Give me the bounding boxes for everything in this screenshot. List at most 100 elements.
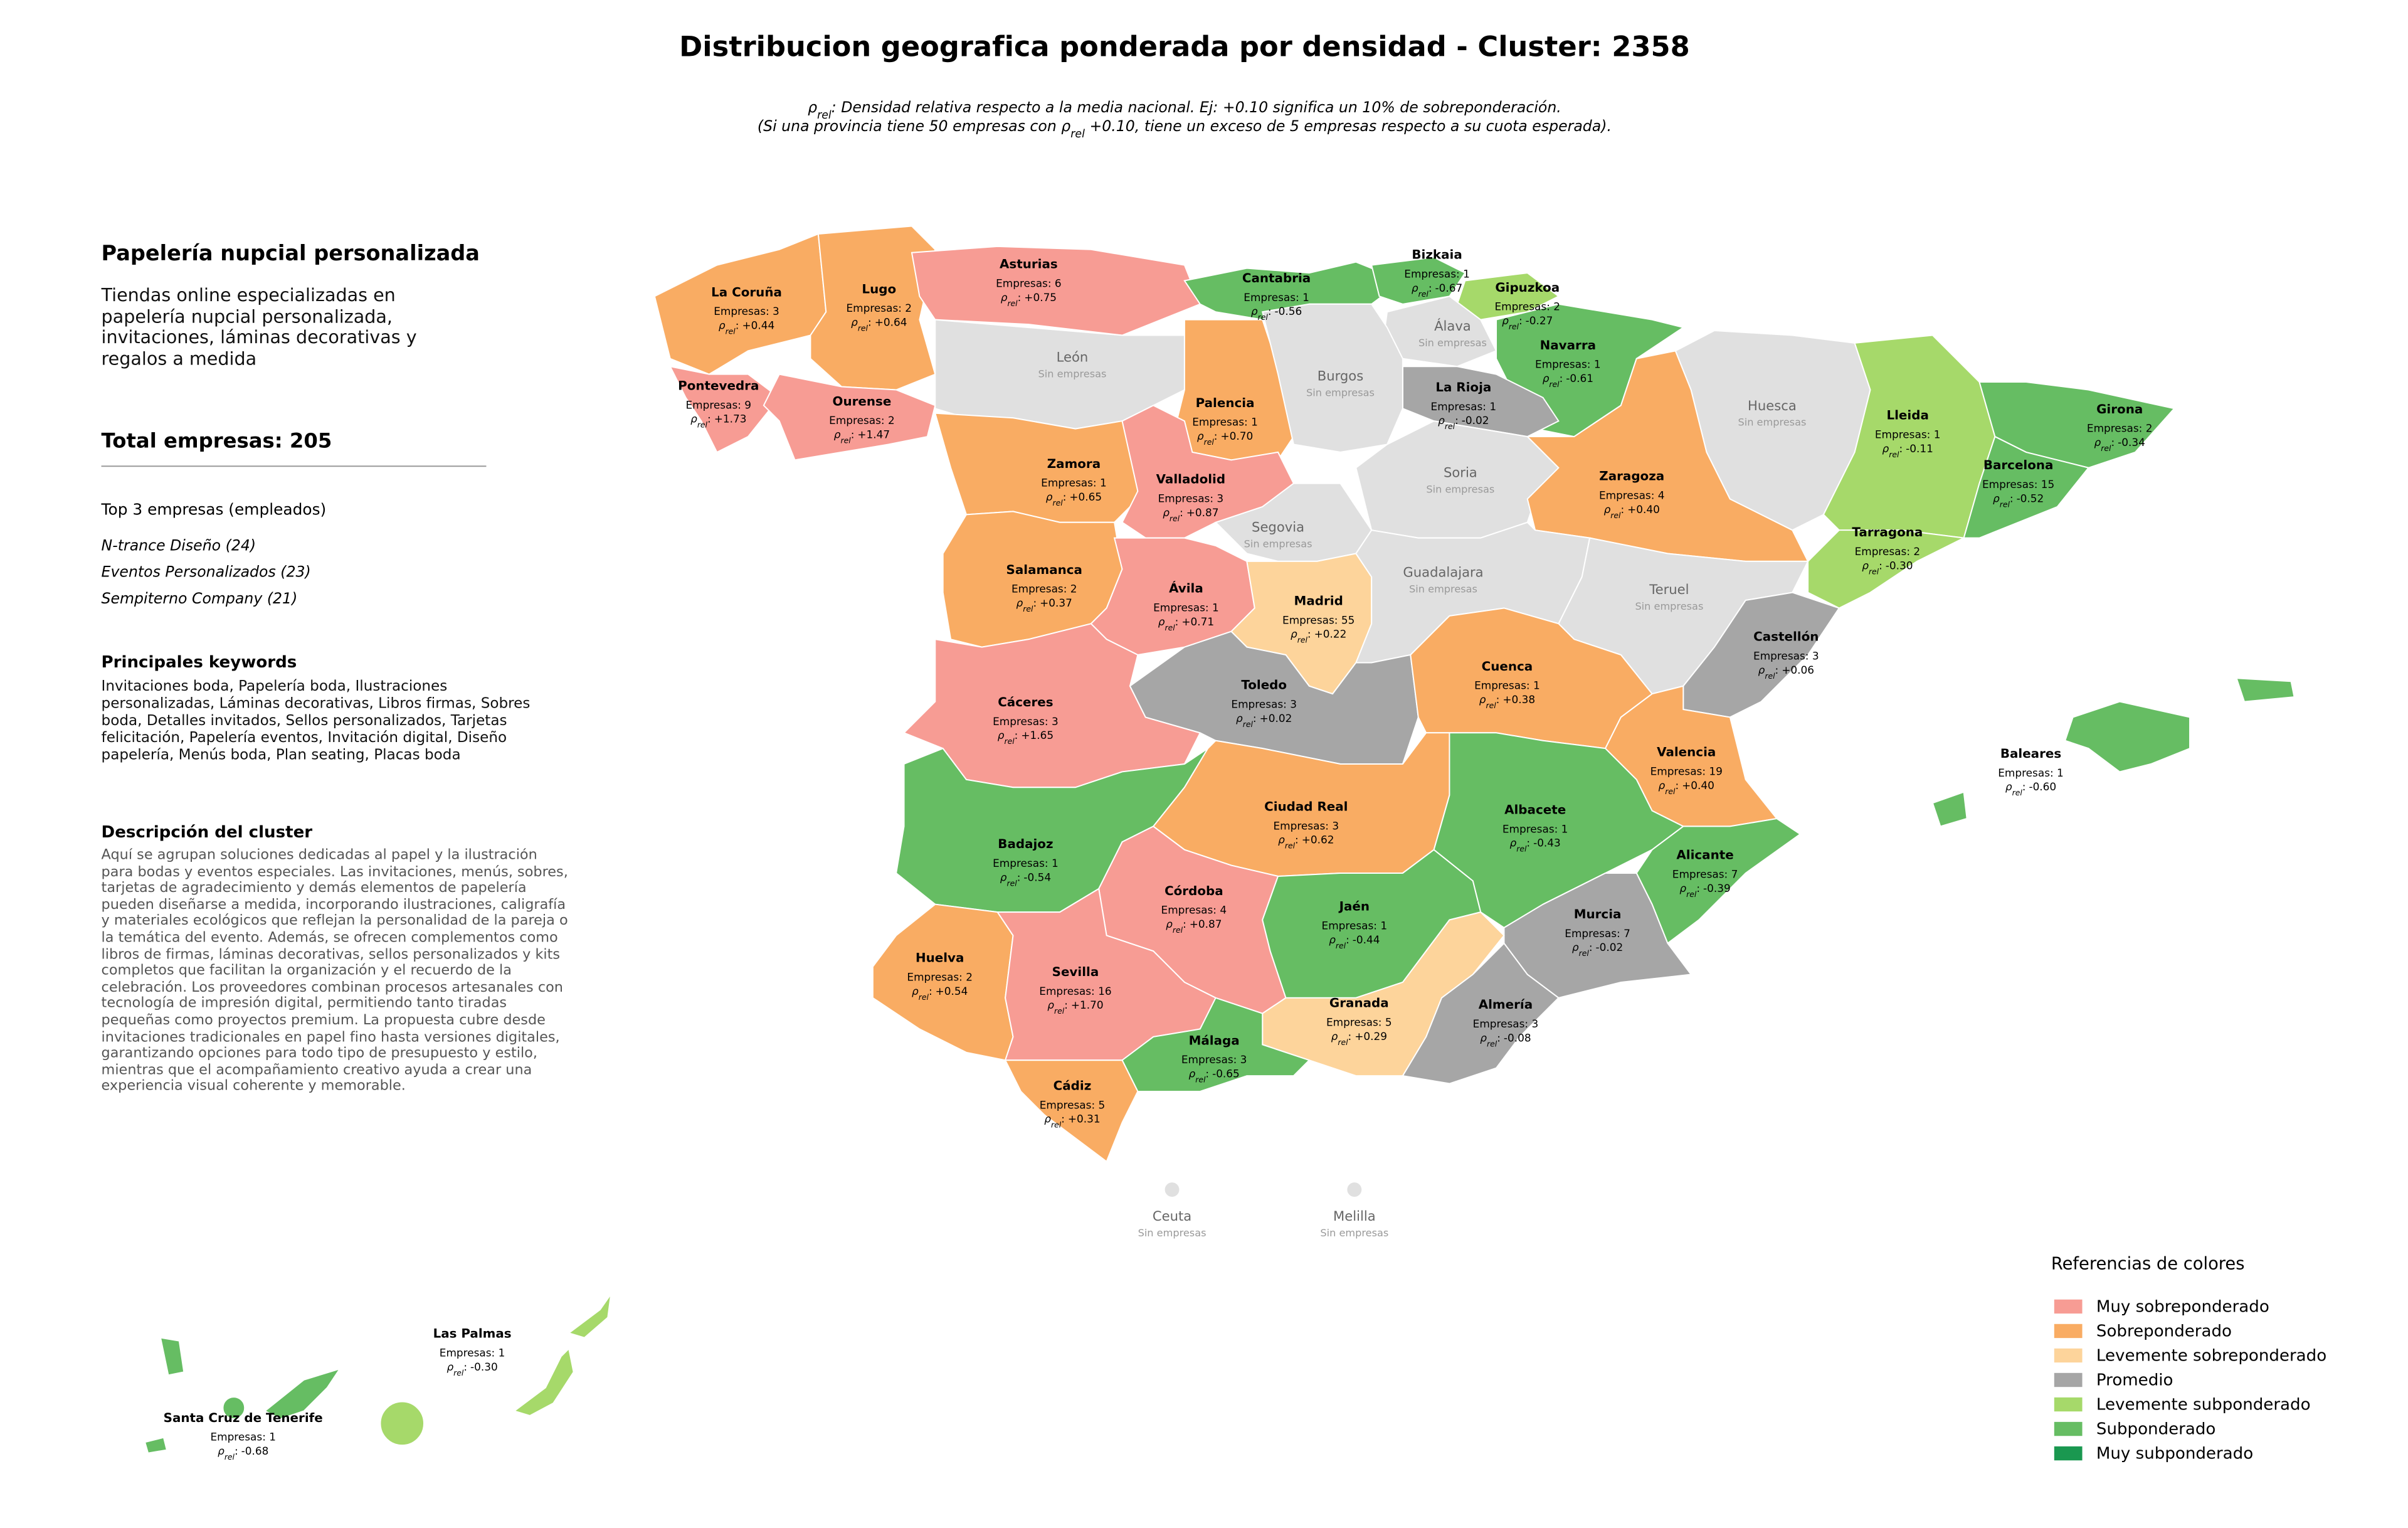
province-rho: ρrel: +0.70	[1197, 430, 1253, 447]
province-count: Empresas: 2	[907, 970, 973, 983]
province-rho: ρrel: +0.87	[1163, 506, 1218, 523]
province-name: Zamora	[1047, 457, 1101, 471]
rho-value: +0.87	[1186, 506, 1219, 519]
cluster-description-box: Aquí se agrupan soluciones dedicadas al …	[102, 848, 568, 1095]
top-list: N-trance Diseño (24) Eventos Personalizad…	[102, 536, 311, 607]
province-count: Empresas: 1	[1192, 416, 1258, 428]
province-name: Zaragoza	[1599, 469, 1664, 484]
rho-separator: :	[1061, 1113, 1065, 1125]
rho-value: +0.71	[1181, 615, 1214, 628]
province-shape	[668, 365, 781, 454]
rho-value: +0.29	[1354, 1030, 1387, 1043]
rho-separator: :	[1183, 918, 1186, 930]
rho-separator: :	[1180, 506, 1183, 519]
province-name: Cuenca	[1482, 659, 1533, 674]
province-count: Sin empresas	[1738, 416, 1806, 428]
province-shape	[1963, 435, 2090, 539]
rho-separator: :	[1428, 282, 1432, 294]
province-count: Empresas: 1	[440, 1346, 505, 1359]
province-count: Empresas: 55	[1282, 613, 1354, 626]
province-rho: ρrel: -0.39	[1679, 882, 1730, 899]
rho-subscript: rel	[858, 323, 869, 332]
province-count: Empresas: 1	[1041, 477, 1107, 489]
rho-symbol: ρ	[1479, 693, 1486, 706]
province-name: Guadalajara	[1403, 565, 1483, 580]
province-name: Ávila	[1169, 581, 1203, 596]
rho-separator: :	[1205, 1068, 1209, 1080]
rho-value: +0.65	[1069, 491, 1102, 503]
rho-symbol: ρ	[1001, 291, 1008, 304]
province-rho: ρrel: +0.31	[1044, 1113, 1100, 1130]
rho-subscript: rel	[1285, 841, 1296, 850]
province-shape	[902, 623, 1201, 788]
province-name: Jaén	[1338, 899, 1370, 914]
rho-value: +0.87	[1190, 918, 1222, 930]
province-rho: ρrel: -0.30	[446, 1361, 497, 1377]
legend-label: Subponderado	[2096, 1420, 2215, 1439]
rho-value: -0.30	[470, 1361, 498, 1373]
rho-separator: :	[1348, 1030, 1352, 1043]
province-shape	[1402, 366, 1560, 438]
province-count: Sin empresas	[1409, 583, 1477, 595]
rho-separator: :	[1775, 664, 1779, 676]
subtitle-text: (Si una provincia tiene 50 empresas con …	[758, 117, 1070, 135]
province-rho: ρrel: -0.68	[218, 1445, 268, 1462]
title: Distribucion geografica ponderada por de…	[679, 30, 1690, 63]
rho-subscript: rel	[2000, 499, 2010, 509]
rho-subscript: rel	[1054, 1006, 1065, 1016]
rho-symbol: ρ	[1758, 664, 1765, 676]
rho-subscript: rel	[1418, 289, 1429, 298]
province-shape	[1931, 791, 1968, 827]
rho-value: -0.39	[1703, 882, 1731, 894]
subtitle-text: : Densidad relativa respecto a la media …	[832, 98, 1561, 116]
province-shape	[379, 1401, 425, 1446]
rho-symbol: ρ	[1017, 597, 1023, 609]
province-count: Empresas: 1	[1153, 601, 1219, 613]
province-count: Empresas: 6	[996, 277, 1062, 289]
rho-separator: :	[1253, 712, 1257, 724]
province-name: Córdoba	[1164, 884, 1223, 898]
legend-label: Levemente subponderado	[2096, 1396, 2311, 1414]
rho-symbol: ρ	[1331, 1030, 1338, 1043]
province-shape	[1682, 592, 1840, 718]
rho-value: -0.61	[1566, 372, 1593, 385]
rho-separator: :	[1497, 1031, 1501, 1044]
province-count: Empresas: 2	[1011, 583, 1077, 595]
panel-description-box: Tiendas online especializadas en papeler…	[102, 285, 417, 368]
province-count: Empresas: 2	[2087, 422, 2153, 435]
province-count: Empresas: 3	[1181, 1053, 1247, 1066]
rho-symbol: ρ	[1993, 492, 2000, 504]
subtitle: ρrel: Densidad relativa respecto a la me…	[758, 98, 1612, 141]
rho-subscript: rel	[2012, 788, 2023, 797]
province-name: Huelva	[916, 951, 964, 965]
province-count: Empresas: 5	[1326, 1016, 1392, 1029]
province-rho: ρrel: -0.60	[2005, 780, 2056, 797]
rho-subscript: rel	[1686, 889, 1697, 898]
province-count: Sin empresas	[1320, 1227, 1388, 1239]
total: Total empresas: 205	[102, 428, 332, 452]
rho-symbol: ρ	[998, 729, 1005, 741]
rho-separator: :	[463, 1361, 467, 1373]
rho-separator: :	[1560, 372, 1563, 385]
rho-subscript: rel	[1338, 1037, 1348, 1046]
province-rho: ρrel: -0.52	[1993, 492, 2044, 509]
rho-value: -0.34	[2118, 436, 2145, 448]
province-count: Empresas: 1	[1431, 400, 1497, 413]
province-rho: ρrel: +0.40	[1659, 779, 1714, 796]
rho-value: +0.38	[1502, 693, 1535, 706]
province-count: Empresas: 3	[993, 715, 1059, 728]
province-shape	[1807, 529, 1967, 609]
province-count: Empresas: 2	[1494, 300, 1560, 313]
province-count: Empresas: 1	[1322, 919, 1388, 931]
cluster-title: Descripción del cluster	[102, 823, 313, 842]
province-name: Cantabria	[1242, 271, 1311, 285]
legend-label: Sobreponderado	[2096, 1322, 2232, 1341]
rho-separator: :	[1696, 882, 1700, 894]
province-rho: ρrel: -0.27	[1502, 314, 1553, 331]
rho-subscript: rel	[1004, 736, 1015, 746]
rho-symbol: ρ	[1412, 282, 1418, 294]
rho-symbol: ρ	[1166, 918, 1173, 930]
rho-symbol: ρ	[1236, 712, 1243, 724]
rho-symbol: ρ	[1044, 1113, 1051, 1125]
legend: Referencias de colores Muy sobreponderad…	[2051, 1254, 2326, 1463]
